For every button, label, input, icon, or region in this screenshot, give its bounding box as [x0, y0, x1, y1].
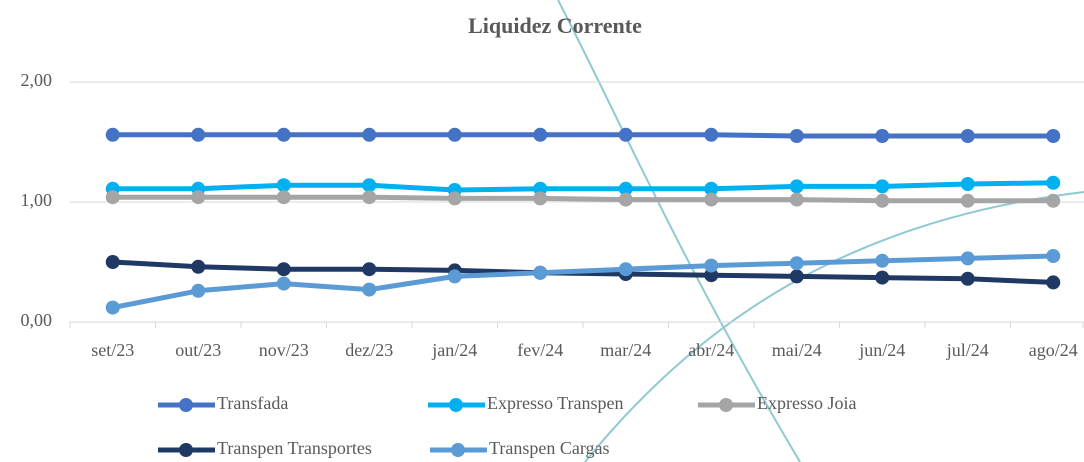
data-point	[191, 190, 206, 205]
x-tick-label: dez/23	[345, 340, 393, 360]
legend-marker	[719, 398, 733, 412]
data-point	[704, 268, 719, 283]
data-point	[191, 127, 206, 142]
data-point	[1046, 129, 1061, 143]
data-point	[533, 127, 548, 142]
data-point	[1046, 275, 1061, 290]
data-point	[704, 192, 719, 207]
series-line	[112, 253, 1054, 311]
x-tick-label: jan/24	[431, 340, 477, 360]
data-point	[276, 276, 291, 291]
data-point	[533, 181, 548, 196]
data-point	[447, 127, 462, 142]
x-tick-label: mar/24	[600, 340, 651, 360]
legend-label: Transpen Transportes	[217, 438, 372, 458]
data-point	[618, 181, 633, 196]
data-point	[447, 269, 462, 284]
data-point	[1046, 193, 1061, 208]
legend-label: Transfada	[217, 393, 288, 413]
data-point	[276, 178, 291, 193]
chart-title: Liquidez Corrente	[468, 13, 642, 38]
x-tick-label: jun/24	[858, 340, 905, 360]
data-point	[875, 270, 890, 285]
x-tick-label: fev/24	[517, 340, 563, 360]
data-point	[960, 251, 975, 266]
data-point	[362, 190, 377, 205]
data-point	[1046, 249, 1061, 263]
y-tick-label: 1,00	[21, 190, 53, 210]
data-point	[191, 283, 206, 298]
data-point	[618, 127, 633, 142]
series-line	[112, 194, 1054, 204]
data-point	[875, 129, 890, 143]
legend-marker	[451, 443, 465, 457]
data-point	[960, 193, 975, 208]
data-point	[960, 177, 975, 191]
data-point	[105, 300, 120, 315]
data-point	[618, 262, 633, 277]
legend-label: Expresso Joia	[757, 393, 856, 413]
data-point	[789, 129, 804, 143]
data-point	[789, 269, 804, 284]
x-tick-label: ago/24	[1029, 340, 1078, 360]
y-tick-label: 0,00	[21, 310, 53, 330]
data-point	[960, 271, 975, 286]
data-point	[362, 262, 377, 277]
data-point	[875, 253, 890, 268]
data-point	[875, 179, 890, 194]
data-point	[105, 255, 120, 269]
data-point	[533, 265, 548, 280]
data-point	[1046, 175, 1061, 190]
legend-marker	[179, 398, 193, 412]
data-point	[362, 282, 377, 297]
data-point	[789, 179, 804, 194]
data-point	[276, 262, 291, 277]
data-point	[362, 178, 377, 193]
data-point	[789, 256, 804, 271]
data-point	[533, 191, 548, 206]
legend-label: Expresso Transpen	[487, 393, 624, 413]
data-point	[105, 127, 120, 142]
x-tick-label: abr/24	[688, 340, 734, 360]
data-point	[191, 259, 206, 274]
data-point	[704, 181, 719, 196]
data-point	[276, 190, 291, 205]
data-point	[789, 192, 804, 207]
y-tick-label: 2,00	[21, 70, 53, 90]
series-line	[112, 180, 1054, 193]
data-point	[960, 129, 975, 143]
data-point	[362, 127, 377, 142]
data-point	[704, 258, 719, 273]
x-tick-label: mai/24	[772, 340, 822, 360]
legend-label: Transpen Cargas	[489, 438, 610, 458]
legend-marker	[179, 443, 193, 457]
decor-curve	[584, 191, 1084, 462]
data-point	[875, 193, 890, 208]
x-tick-label: nov/23	[259, 340, 309, 360]
data-point	[704, 127, 719, 142]
data-point	[105, 190, 120, 205]
data-point	[618, 192, 633, 207]
x-tick-label: out/23	[175, 340, 221, 360]
legend-marker	[449, 398, 463, 412]
series-line	[112, 132, 1054, 139]
x-tick-label: jul/24	[946, 340, 989, 360]
data-point	[447, 191, 462, 206]
data-point	[276, 127, 291, 142]
x-tick-label: set/23	[91, 340, 134, 360]
